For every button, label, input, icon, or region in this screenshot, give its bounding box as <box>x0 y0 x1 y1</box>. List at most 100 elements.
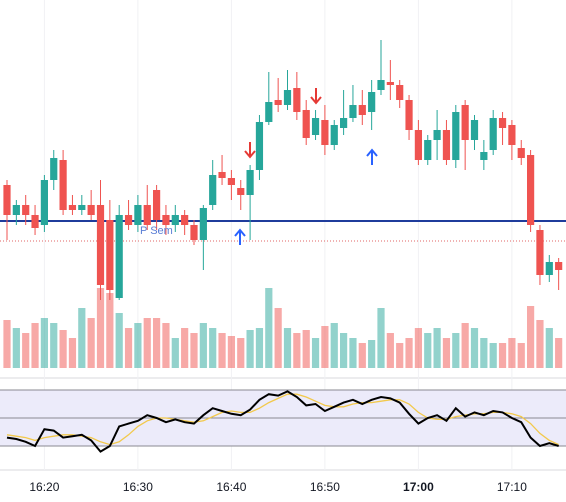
volume-bar <box>22 333 30 368</box>
buy-arrow <box>366 148 378 165</box>
volume-bar <box>386 333 394 368</box>
volume-bar <box>274 308 282 368</box>
candle-body <box>190 225 198 240</box>
candle-body <box>171 215 179 225</box>
volume-bar <box>433 328 441 368</box>
rsi-panel <box>0 389 566 453</box>
volume-bar <box>87 318 95 368</box>
candle-body <box>3 185 11 215</box>
x-tick-label: 17:10 <box>497 480 527 494</box>
candle-body <box>255 122 264 170</box>
candle-body <box>442 130 451 160</box>
volume-bar <box>442 338 451 368</box>
x-tick-label: 16:40 <box>216 480 246 494</box>
candle-body <box>265 102 273 122</box>
volume-bar <box>227 336 235 368</box>
candle-body <box>115 215 123 298</box>
candle-body <box>498 118 507 128</box>
volume-bar <box>508 338 516 368</box>
volume-bar <box>396 343 404 368</box>
candle-body <box>545 262 553 275</box>
volume-bar <box>181 328 189 368</box>
candle-body <box>452 112 460 160</box>
candle-body <box>124 215 133 225</box>
volume-bar <box>555 338 563 368</box>
volume-bar <box>68 338 77 368</box>
candle-body <box>480 152 488 160</box>
volume-bar <box>414 328 422 368</box>
candle-body <box>227 178 235 185</box>
candle-body <box>302 110 310 138</box>
volume-bar <box>470 328 479 368</box>
volume-bar <box>124 328 133 368</box>
volume-bar <box>527 306 535 368</box>
candle-body <box>527 155 535 225</box>
volume-bar <box>153 318 161 368</box>
candle-body <box>396 85 404 100</box>
x-tick-label: 16:30 <box>123 480 153 494</box>
volume-bar <box>3 320 11 368</box>
candle-body <box>433 130 441 140</box>
candle-body <box>489 118 497 150</box>
volume-bar <box>311 338 320 368</box>
candle-body <box>96 205 105 285</box>
candle-body <box>162 215 170 225</box>
volume-bar <box>340 333 348 368</box>
x-axis: 16:20 16:30 16:40 16:50 17:00 17:10 <box>29 480 527 494</box>
volume-bar <box>424 333 432 368</box>
candle-body <box>209 175 217 205</box>
volume-bar <box>40 318 48 368</box>
volume-bar <box>134 323 142 368</box>
candle-body <box>50 158 58 180</box>
sell-arrow <box>244 142 256 159</box>
candle-body <box>143 205 151 225</box>
candle-body <box>68 205 77 210</box>
candle-body <box>340 118 348 128</box>
candle-body <box>31 215 39 228</box>
volume-bar <box>498 343 507 368</box>
volume-bar <box>31 323 39 368</box>
candles <box>3 40 563 300</box>
volume-bar <box>293 333 301 368</box>
candle-body <box>40 180 48 225</box>
candle-body <box>106 220 114 290</box>
candle-body <box>218 172 226 178</box>
volume-bar <box>405 338 413 368</box>
candle-body <box>555 262 563 270</box>
volume-bar <box>461 323 469 368</box>
buy-arrow <box>234 228 246 245</box>
candle-body <box>358 105 366 115</box>
volume-bar <box>12 328 20 368</box>
volume-bar <box>209 328 217 368</box>
candle-body <box>517 148 525 158</box>
volume-bar <box>321 326 329 368</box>
volume-bar <box>199 323 207 368</box>
candle-body <box>330 125 338 145</box>
volume-bar <box>480 338 488 368</box>
volume-bar <box>50 323 58 368</box>
candle-body <box>246 170 254 195</box>
candle-body <box>78 205 86 210</box>
sell-arrow <box>310 88 322 105</box>
candle-body <box>470 120 479 140</box>
candle-body <box>377 80 385 90</box>
signals <box>234 88 378 245</box>
candle-body <box>536 230 544 275</box>
annotation: P Sem <box>140 225 173 237</box>
candle-body <box>283 90 292 105</box>
candle-body <box>237 188 245 195</box>
candle-body <box>59 160 67 210</box>
candle-body <box>508 125 516 145</box>
volume-bar <box>237 338 245 368</box>
candle-body <box>199 208 207 240</box>
volume-bar <box>115 313 123 368</box>
volume-bar <box>143 318 151 368</box>
volume-bar <box>171 338 179 368</box>
candle-body <box>12 205 20 215</box>
candle-body <box>386 82 394 85</box>
volume-bar <box>358 343 366 368</box>
candle-body <box>311 118 320 135</box>
volume-bar <box>190 333 198 368</box>
volume-bar <box>265 288 273 368</box>
